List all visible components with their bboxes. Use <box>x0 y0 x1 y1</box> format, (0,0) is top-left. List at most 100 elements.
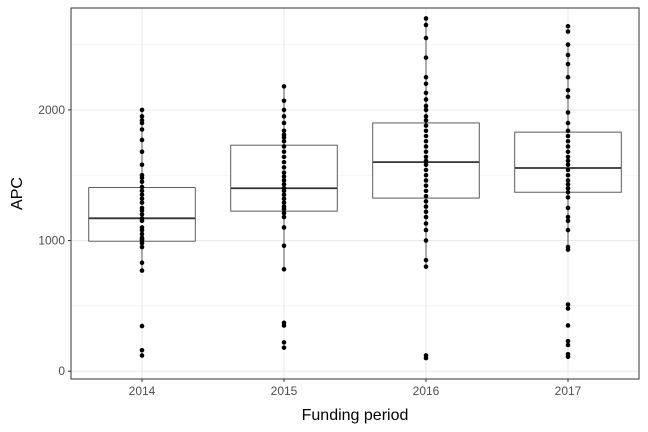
data-point <box>139 149 145 154</box>
data-point <box>423 97 429 102</box>
data-point <box>281 178 287 183</box>
x-tick-label: 2015 <box>271 384 298 398</box>
data-point <box>423 35 429 41</box>
x-tick-label: 2016 <box>413 384 440 398</box>
data-point <box>281 144 287 149</box>
data-point <box>423 221 429 226</box>
data-point <box>423 144 429 149</box>
data-point <box>281 159 287 165</box>
data-point <box>423 238 429 243</box>
data-point <box>139 192 145 198</box>
data-point <box>139 268 145 273</box>
y-tick-label: 2000 <box>38 103 65 117</box>
data-point <box>281 128 287 134</box>
data-point <box>139 179 145 185</box>
data-point <box>139 231 145 237</box>
data-point <box>423 209 429 215</box>
data-point <box>565 133 571 139</box>
data-point <box>565 167 571 173</box>
data-point <box>139 200 145 205</box>
data-point <box>565 195 571 200</box>
axis-layer: 0 1000 2000 2014 2015 2016 2017 <box>38 103 581 398</box>
data-point <box>423 55 429 60</box>
data-point <box>423 193 429 199</box>
data-point <box>281 132 287 138</box>
x-tick-label: 2017 <box>555 384 582 398</box>
data-point <box>281 192 287 198</box>
data-point <box>281 200 287 205</box>
data-point <box>281 185 287 191</box>
y-axis-title: APC <box>9 177 26 210</box>
data-point <box>139 244 145 250</box>
data-point <box>139 118 145 123</box>
data-point <box>565 178 571 183</box>
data-point <box>423 167 429 173</box>
data-point <box>281 243 287 249</box>
data-point <box>139 137 145 143</box>
data-point <box>281 340 287 345</box>
data-point <box>139 353 145 358</box>
data-point <box>565 138 571 144</box>
data-point <box>281 120 287 126</box>
data-point <box>423 227 429 233</box>
data-point <box>423 172 429 178</box>
data-point <box>423 107 429 113</box>
data-point <box>423 353 429 358</box>
data-point <box>565 323 571 328</box>
data-point <box>565 23 571 29</box>
data-point <box>139 212 145 217</box>
data-point <box>565 154 571 160</box>
data-point <box>565 87 571 93</box>
data-point <box>565 120 571 126</box>
data-point <box>565 227 571 233</box>
data-point <box>423 114 429 119</box>
data-point <box>565 128 571 134</box>
data-point <box>139 107 145 113</box>
data-point <box>565 29 571 34</box>
data-point <box>423 257 429 263</box>
data-point <box>139 225 145 230</box>
data-point <box>565 351 571 357</box>
data-point <box>565 189 571 195</box>
data-point <box>565 42 571 47</box>
data-point <box>281 225 287 230</box>
data-point <box>281 214 287 220</box>
data-point <box>565 182 571 187</box>
data-point <box>139 205 145 211</box>
data-point <box>423 16 429 21</box>
data-point <box>565 218 571 224</box>
data-point <box>423 118 429 123</box>
data-point <box>423 162 429 168</box>
data-point <box>565 244 571 250</box>
data-point <box>281 182 287 187</box>
data-point <box>423 22 429 28</box>
data-point <box>139 184 145 190</box>
data-point <box>423 123 429 128</box>
y-tick-label: 1000 <box>38 234 65 248</box>
data-point <box>281 210 287 216</box>
data-point <box>423 264 429 269</box>
data-point <box>423 128 429 134</box>
data-point <box>281 345 287 350</box>
data-point <box>281 165 287 170</box>
data-point <box>565 110 571 115</box>
data-point <box>281 149 287 154</box>
data-point <box>139 347 145 353</box>
data-point <box>423 103 429 109</box>
data-point <box>139 127 145 132</box>
data-point <box>565 61 571 67</box>
point-layer <box>139 16 571 361</box>
data-point <box>281 170 287 175</box>
data-point <box>423 90 429 96</box>
data-point <box>565 338 571 344</box>
data-point <box>139 216 145 221</box>
data-point <box>281 320 287 326</box>
data-point <box>139 260 145 266</box>
data-point <box>565 302 571 307</box>
data-point <box>281 114 287 119</box>
data-point <box>423 204 429 209</box>
data-point <box>423 158 429 164</box>
data-point <box>423 199 429 204</box>
data-point <box>565 214 571 220</box>
